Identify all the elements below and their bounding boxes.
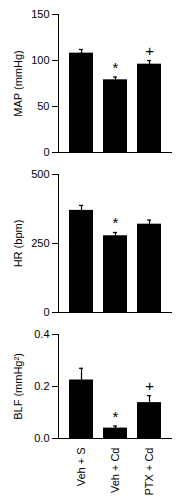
svg-text:0.4: 0.4 [34,328,49,340]
svg-text:Veh + Cd: Veh + Cd [109,448,121,494]
svg-text:0: 0 [43,146,49,158]
svg-text:*: * [113,59,119,76]
svg-text:+: + [145,377,154,394]
svg-text:PTX + Cd: PTX + Cd [143,448,155,496]
svg-text:0: 0 [43,306,49,318]
svg-text:150: 150 [31,8,49,20]
svg-text:MAP (mmHg): MAP (mmHg) [12,50,24,116]
svg-text:500: 500 [31,168,49,180]
svg-text:0.0: 0.0 [34,432,49,444]
svg-text:*: * [113,408,119,425]
svg-text:100: 100 [31,54,49,66]
svg-text:250: 250 [31,237,49,249]
svg-text:BLF (mmHg²): BLF (mmHg²) [12,353,24,420]
svg-text:50: 50 [37,100,49,112]
svg-text:*: * [113,214,119,231]
svg-text:Veh + S: Veh + S [75,448,87,487]
svg-text:+: + [145,42,154,59]
svg-text:0.2: 0.2 [34,380,49,392]
svg-text:HR (bpm): HR (bpm) [12,220,24,268]
